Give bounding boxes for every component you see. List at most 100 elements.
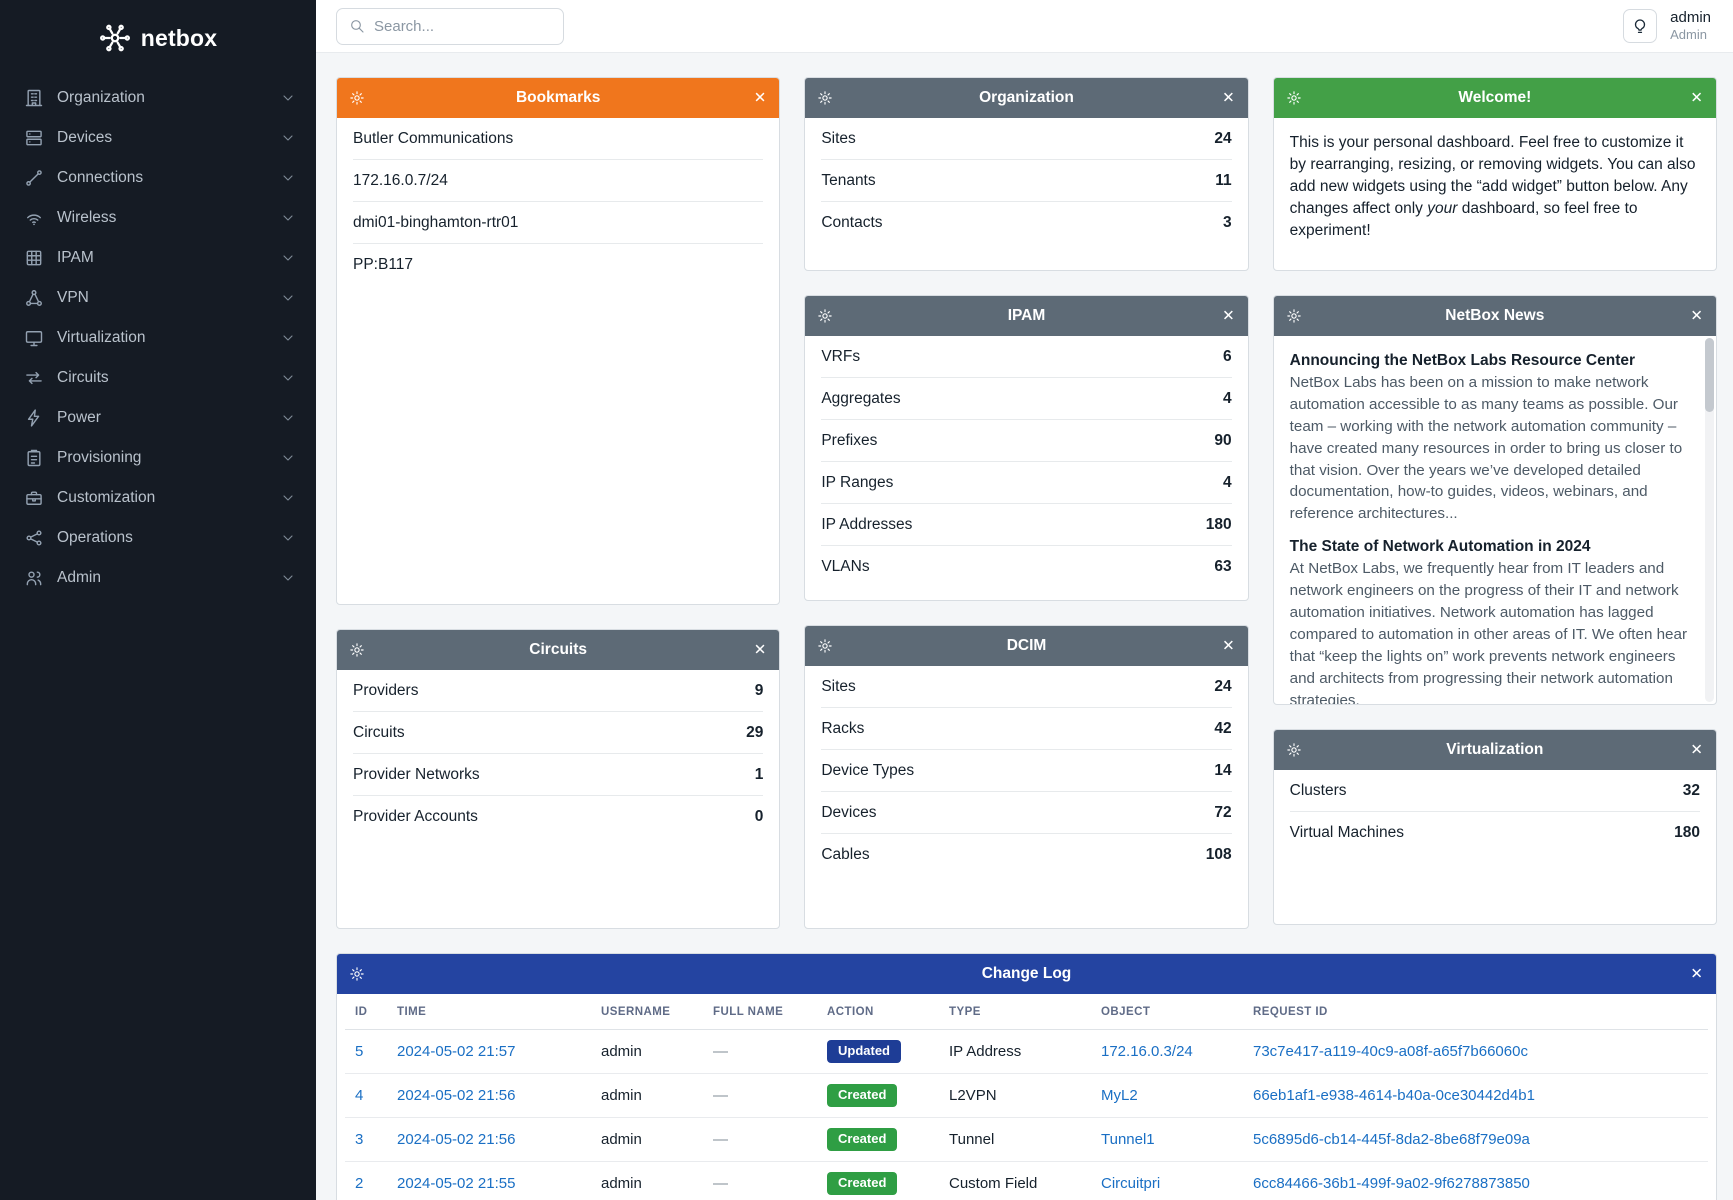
- change-time-link[interactable]: 2024-05-02 21:56: [397, 1130, 516, 1148]
- stat-label-link[interactable]: Tenants: [821, 172, 876, 189]
- sidebar-item[interactable]: Virtualization: [0, 318, 316, 358]
- change-time-link[interactable]: 2024-05-02 21:57: [397, 1042, 516, 1060]
- change-id-link[interactable]: 2: [355, 1174, 364, 1192]
- gear-icon[interactable]: [349, 90, 365, 106]
- change-object-link[interactable]: Tunnel1: [1101, 1130, 1155, 1148]
- stat-label-link[interactable]: Cables: [821, 846, 870, 863]
- stat-label-link[interactable]: Racks: [821, 720, 865, 737]
- close-icon[interactable]: ✕: [753, 89, 767, 107]
- stat-label-link[interactable]: VRFs: [821, 348, 861, 365]
- stat-label-link[interactable]: Provider Networks: [353, 766, 480, 783]
- sidebar-item[interactable]: Admin: [0, 558, 316, 598]
- stat-label-link[interactable]: Device Types: [821, 762, 915, 779]
- sidebar-item[interactable]: Wireless: [0, 198, 316, 238]
- stat-label-link[interactable]: Provider Accounts: [353, 808, 478, 825]
- sidebar-item[interactable]: Connections: [0, 158, 316, 198]
- gear-icon[interactable]: [349, 642, 365, 658]
- action-badge: Updated: [827, 1040, 901, 1063]
- sidebar-item[interactable]: Power: [0, 398, 316, 438]
- gear-icon[interactable]: [817, 90, 833, 106]
- close-icon[interactable]: ✕: [1690, 89, 1703, 107]
- gear-icon[interactable]: [817, 638, 833, 654]
- change-username: admin: [591, 1117, 703, 1162]
- stat-label-link[interactable]: Sites: [821, 678, 856, 695]
- sidebar: netbox Organization Devices Connec: [0, 0, 316, 1200]
- stat-label-link[interactable]: Aggregates: [821, 390, 901, 407]
- stat-label-link[interactable]: Prefixes: [821, 432, 878, 449]
- news-article-title[interactable]: The State of Network Automation in 2024: [1289, 538, 1591, 556]
- netbox-logo-icon: [99, 22, 131, 54]
- close-icon[interactable]: ✕: [1690, 307, 1703, 325]
- widget-title: Circuits: [529, 641, 588, 658]
- change-request-id-link[interactable]: 66eb1af1-e938-4614-b40a-0ce30442d4b1: [1253, 1086, 1535, 1104]
- news-article: Announcing the NetBox Labs Resource Cent…: [1290, 352, 1690, 525]
- news-scrollbar-track[interactable]: [1704, 338, 1714, 702]
- bookmark-link[interactable]: Butler Communications: [353, 130, 514, 147]
- stat-label-link[interactable]: Virtual Machines: [1289, 824, 1404, 841]
- ipam-widget: IPAM ✕ VRFs 6: [804, 295, 1249, 601]
- change-request-id-link[interactable]: 6cc84466-36b1-499f-9a02-9f6278873850: [1253, 1174, 1530, 1192]
- gear-icon[interactable]: [1286, 308, 1302, 324]
- change-id-link[interactable]: 3: [355, 1130, 364, 1148]
- bookmark-link[interactable]: dmi01-binghamton-rtr01: [353, 214, 519, 231]
- sidebar-item[interactable]: Operations: [0, 518, 316, 558]
- change-object-link[interactable]: Circuitpri: [1101, 1174, 1161, 1192]
- sidebar-item[interactable]: Organization: [0, 78, 316, 118]
- change-id-link[interactable]: 4: [355, 1086, 364, 1104]
- bookmark-link[interactable]: 172.16.0.7/24: [353, 172, 448, 189]
- bookmark-link[interactable]: PP:B117: [353, 256, 414, 273]
- nav-item-label: Operations: [57, 529, 133, 546]
- change-time-link[interactable]: 2024-05-02 21:55: [397, 1174, 516, 1192]
- news-article-title[interactable]: Announcing the NetBox Labs Resource Cent…: [1289, 352, 1636, 369]
- stat-value: 180: [1205, 516, 1232, 533]
- stat-label-link[interactable]: Contacts: [821, 214, 883, 231]
- sidebar-item[interactable]: VPN: [0, 278, 316, 318]
- gear-icon[interactable]: [1286, 742, 1302, 758]
- column-header: TIME: [387, 994, 591, 1030]
- close-icon[interactable]: ✕: [1690, 741, 1703, 759]
- action-badge: Created: [827, 1127, 898, 1151]
- search-input[interactable]: [374, 17, 551, 35]
- sidebar-item[interactable]: Circuits: [0, 358, 316, 398]
- close-icon[interactable]: ✕: [753, 641, 767, 659]
- nav-item-icon: [24, 488, 44, 508]
- stat-label-link[interactable]: Clusters: [1289, 782, 1347, 799]
- widget-title: IPAM: [1007, 307, 1046, 324]
- gear-icon[interactable]: [817, 308, 833, 324]
- theme-toggle-button[interactable]: [1623, 9, 1658, 43]
- stat-label-link[interactable]: VLANs: [821, 558, 870, 575]
- sidebar-item[interactable]: Provisioning: [0, 438, 316, 478]
- close-icon[interactable]: ✕: [1222, 637, 1235, 655]
- ipam-stat-list: VRFs 6 Aggregates 4 Prefixes: [805, 336, 1247, 587]
- gear-icon[interactable]: [349, 966, 365, 982]
- stat-label-link[interactable]: Devices: [821, 804, 877, 821]
- sidebar-item[interactable]: Devices: [0, 118, 316, 158]
- sidebar-item[interactable]: Customization: [0, 478, 316, 518]
- stat-label-link[interactable]: Sites: [821, 130, 856, 147]
- change-id-link[interactable]: 5: [355, 1042, 364, 1060]
- sidebar-item[interactable]: IPAM: [0, 238, 316, 278]
- user-menu[interactable]: admin Admin: [1670, 9, 1711, 43]
- stat-label-link[interactable]: IP Ranges: [821, 474, 894, 491]
- change-object-link[interactable]: MyL2: [1101, 1086, 1138, 1104]
- change-request-id-link[interactable]: 5c6895d6-cb14-445f-8da2-8be68f79e09a: [1253, 1130, 1530, 1148]
- gear-icon[interactable]: [1286, 90, 1302, 106]
- stat-label-link[interactable]: IP Addresses: [821, 516, 913, 533]
- change-log-widget-header: Change Log ✕: [337, 954, 1716, 994]
- brand-logo[interactable]: netbox: [0, 0, 316, 78]
- news-scrollbar-thumb[interactable]: [1704, 338, 1714, 412]
- change-object-link[interactable]: 172.16.0.3/24: [1101, 1042, 1193, 1060]
- close-icon[interactable]: ✕: [1690, 965, 1703, 983]
- news-article-body: NetBox Labs has been on a mission to mak…: [1289, 374, 1683, 523]
- nav-item-icon: [24, 168, 44, 188]
- change-request-id-link[interactable]: 73c7e417-a119-40c9-a08f-a65f7b66060c: [1253, 1042, 1528, 1060]
- change-time-link[interactable]: 2024-05-02 21:56: [397, 1086, 516, 1104]
- stat-row: Devices 72: [821, 792, 1232, 834]
- close-icon[interactable]: ✕: [1222, 307, 1235, 325]
- topbar-right: admin Admin: [1623, 9, 1711, 43]
- stat-value: 0: [754, 808, 764, 825]
- chevron-down-icon: [280, 490, 296, 506]
- close-icon[interactable]: ✕: [1222, 89, 1235, 107]
- stat-label-link[interactable]: Circuits: [353, 724, 405, 741]
- stat-label-link[interactable]: Providers: [353, 682, 419, 699]
